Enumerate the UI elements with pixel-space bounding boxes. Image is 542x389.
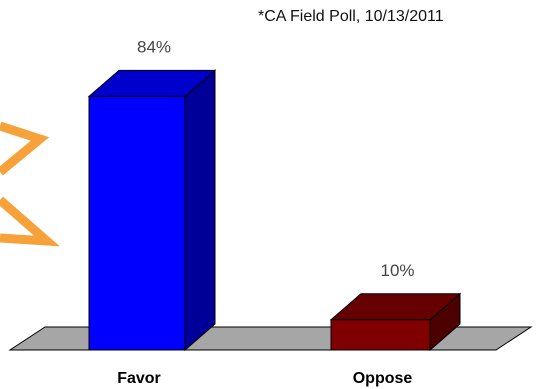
category-label-oppose: Oppose bbox=[353, 370, 413, 387]
decorative-arrows bbox=[0, 121, 60, 247]
source-note: *CA Field Poll, 10/13/2011 bbox=[258, 8, 444, 25]
value-label-favor: 84% bbox=[137, 37, 171, 56]
lower-chevron-icon bbox=[0, 196, 60, 247]
bar-oppose bbox=[329, 292, 462, 352]
upper-chevron-icon bbox=[0, 121, 50, 176]
bar-favor-side bbox=[184, 69, 216, 352]
bars-group bbox=[87, 69, 462, 352]
bar-favor-front bbox=[88, 95, 186, 351]
labels-group: 84% Favor 10% Oppose bbox=[117, 37, 414, 387]
bar-oppose-front bbox=[330, 319, 431, 351]
category-label-favor: Favor bbox=[117, 370, 161, 387]
value-label-oppose: 10% bbox=[380, 261, 414, 280]
bar-favor bbox=[87, 69, 217, 352]
